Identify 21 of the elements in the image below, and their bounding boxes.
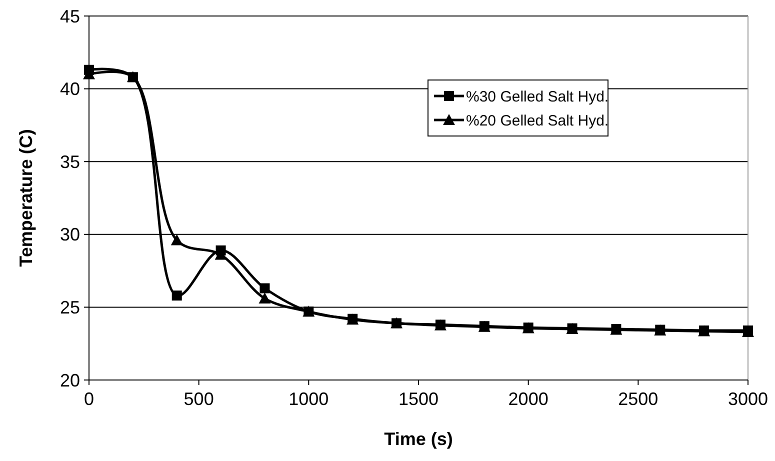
y-tick-label: 35 xyxy=(60,152,80,172)
x-tick-label: 1500 xyxy=(398,389,439,409)
y-axis-title: Temperature (C) xyxy=(16,129,36,267)
legend-label: %30 Gelled Salt Hyd. xyxy=(466,88,609,106)
point xyxy=(258,292,271,304)
y-tick-label: 20 xyxy=(60,370,80,390)
y-tick-label: 45 xyxy=(60,6,80,26)
x-tick-label: 1000 xyxy=(288,389,329,409)
x-axis-title: Time (s) xyxy=(384,429,453,449)
y-tick-label: 30 xyxy=(60,224,80,245)
x-tick-label: 2000 xyxy=(508,389,548,409)
legend-label: %20 Gelled Salt Hyd. xyxy=(466,112,609,130)
x-tick-label: 2500 xyxy=(618,389,658,409)
point xyxy=(170,234,183,246)
y-tick-label: 25 xyxy=(60,298,80,318)
x-tick-label: 500 xyxy=(184,389,214,409)
point xyxy=(260,283,270,294)
y-tick-label: 40 xyxy=(60,79,80,100)
x-tick-label: 3000 xyxy=(728,389,768,409)
x-tick-label: 0 xyxy=(84,389,94,409)
point xyxy=(172,290,182,301)
